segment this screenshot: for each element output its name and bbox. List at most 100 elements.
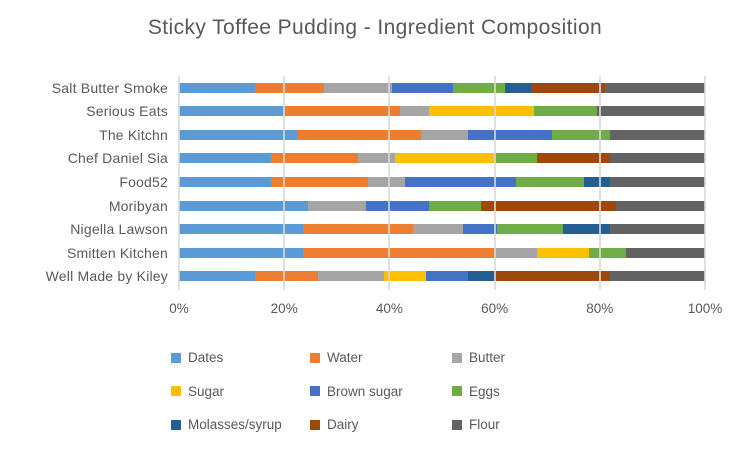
bar-segment-flour bbox=[615, 200, 705, 211]
bar-segment-flour bbox=[610, 176, 705, 187]
legend-swatch-icon bbox=[452, 386, 462, 397]
bar-segment-sugar bbox=[536, 247, 590, 258]
bar-segment-flour bbox=[610, 129, 705, 140]
bar-row bbox=[179, 217, 705, 241]
bar-segment-water bbox=[302, 247, 495, 258]
legend-swatch-icon bbox=[171, 386, 181, 397]
bar-segment-brown-sugar bbox=[365, 200, 429, 211]
legend-label: Water bbox=[327, 350, 363, 366]
x-axis-label: 0% bbox=[169, 301, 189, 316]
bar-row bbox=[179, 241, 705, 265]
category-label: Food52 bbox=[119, 173, 168, 190]
legend-swatch-icon bbox=[452, 419, 462, 430]
bar-segment-dairy bbox=[536, 153, 611, 164]
bar-segment-dates bbox=[179, 176, 272, 187]
bar-segment-butter bbox=[307, 200, 366, 211]
legend-item-eggs: Eggs bbox=[452, 384, 500, 399]
bar-segment-water bbox=[255, 82, 324, 93]
stacked-bar bbox=[179, 247, 705, 258]
bar-segment-eggs bbox=[515, 176, 584, 187]
bar-segment-eggs bbox=[494, 153, 537, 164]
legend-item-dates: Dates bbox=[171, 350, 310, 365]
stacked-bar bbox=[179, 200, 705, 211]
bar-segment-brown-sugar bbox=[463, 224, 498, 235]
legend-item-butter: Butter bbox=[452, 350, 505, 365]
bar-segment-eggs bbox=[552, 129, 611, 140]
bar-segment-dates bbox=[179, 247, 303, 258]
bar-segment-dates bbox=[179, 271, 256, 282]
category-label: Nigella Lawson bbox=[70, 221, 168, 238]
bar-segment-eggs bbox=[534, 106, 598, 117]
legend-swatch-icon bbox=[171, 352, 181, 363]
bar-segment-butter bbox=[413, 224, 464, 235]
y-axis-category-labels: Salt Butter Smoke Serious Eats The Kitchn C… bbox=[0, 76, 168, 288]
bar-segment-butter bbox=[323, 82, 393, 93]
x-axis-label: 20% bbox=[270, 301, 298, 316]
stacked-bar bbox=[179, 176, 705, 187]
bar-segment-butter bbox=[318, 271, 385, 282]
bar-segment-sugar bbox=[384, 271, 427, 282]
bar-segment-dairy bbox=[494, 271, 611, 282]
legend-swatch-icon bbox=[310, 419, 320, 430]
stacked-bar bbox=[179, 129, 705, 140]
bar-segment-molasses-syrup bbox=[562, 224, 611, 235]
bar-segment-dates bbox=[179, 224, 303, 235]
legend-label: Molasses/syrup bbox=[188, 417, 282, 433]
bar-segment-sugar bbox=[428, 106, 535, 117]
bar-segment-flour bbox=[610, 153, 705, 164]
legend-swatch-icon bbox=[310, 386, 320, 397]
bar-segment-flour bbox=[605, 82, 705, 93]
legend-swatch-icon bbox=[171, 419, 181, 430]
legend-item-sugar: Sugar bbox=[171, 384, 310, 399]
x-axis-label: 40% bbox=[375, 301, 403, 316]
bar-segment-dates bbox=[179, 82, 256, 93]
bar-segment-molasses-syrup bbox=[505, 82, 532, 93]
legend-row: Sugar Brown sugar Eggs bbox=[171, 375, 505, 409]
legend-swatch-icon bbox=[310, 352, 320, 363]
bar-row bbox=[179, 194, 705, 218]
category-label: Salt Butter Smoke bbox=[51, 79, 168, 96]
category-label: Well Made by Kiley bbox=[45, 268, 168, 285]
x-axis: 0% 20% 40% 60% 80% 100% bbox=[0, 301, 750, 319]
bar-segment-butter bbox=[494, 247, 537, 258]
bar-row bbox=[179, 100, 705, 124]
bar-segment-dairy bbox=[531, 82, 606, 93]
bar-segment-dates bbox=[179, 129, 298, 140]
bar-row bbox=[179, 264, 705, 288]
bar-segment-water bbox=[284, 106, 400, 117]
legend-swatch-icon bbox=[452, 352, 462, 363]
legend-label: Flour bbox=[469, 417, 500, 433]
bar-segment-brown-sugar bbox=[426, 271, 469, 282]
legend-label: Sugar bbox=[188, 383, 225, 399]
legend-label: Butter bbox=[469, 350, 506, 366]
stacked-bar bbox=[179, 106, 705, 117]
bar-segment-dairy bbox=[481, 200, 616, 211]
legend-item-brown-sugar: Brown sugar bbox=[310, 384, 452, 399]
bar-row bbox=[179, 123, 705, 147]
bar-segment-eggs bbox=[428, 200, 482, 211]
bar-segment-flour bbox=[597, 106, 705, 117]
bar-segment-brown-sugar bbox=[468, 129, 553, 140]
x-axis-label: 60% bbox=[481, 301, 509, 316]
bar-segment-flour bbox=[610, 271, 705, 282]
bar-segment-eggs bbox=[452, 82, 506, 93]
bar-segment-flour bbox=[626, 247, 705, 258]
bar-segment-eggs bbox=[589, 247, 627, 258]
bar-segment-butter bbox=[368, 176, 406, 187]
plot-area bbox=[178, 76, 706, 290]
bar-segment-butter bbox=[357, 153, 395, 164]
bar-segment-eggs bbox=[497, 224, 563, 235]
category-label: Chef Daniel Sia bbox=[67, 150, 168, 167]
x-axis-label: 100% bbox=[687, 301, 723, 316]
bar-row bbox=[179, 76, 705, 100]
stacked-bar bbox=[179, 224, 705, 235]
bar-segment-sugar bbox=[394, 153, 495, 164]
stacked-bar bbox=[179, 153, 705, 164]
bar-segment-water bbox=[255, 271, 319, 282]
category-label: Smitten Kitchen bbox=[66, 244, 168, 261]
category-label: Moribyan bbox=[108, 197, 168, 214]
category-label: Serious Eats bbox=[86, 103, 168, 120]
bar-segment-molasses-syrup bbox=[468, 271, 495, 282]
bar-row bbox=[179, 170, 705, 194]
legend-item-water: Water bbox=[310, 350, 452, 365]
